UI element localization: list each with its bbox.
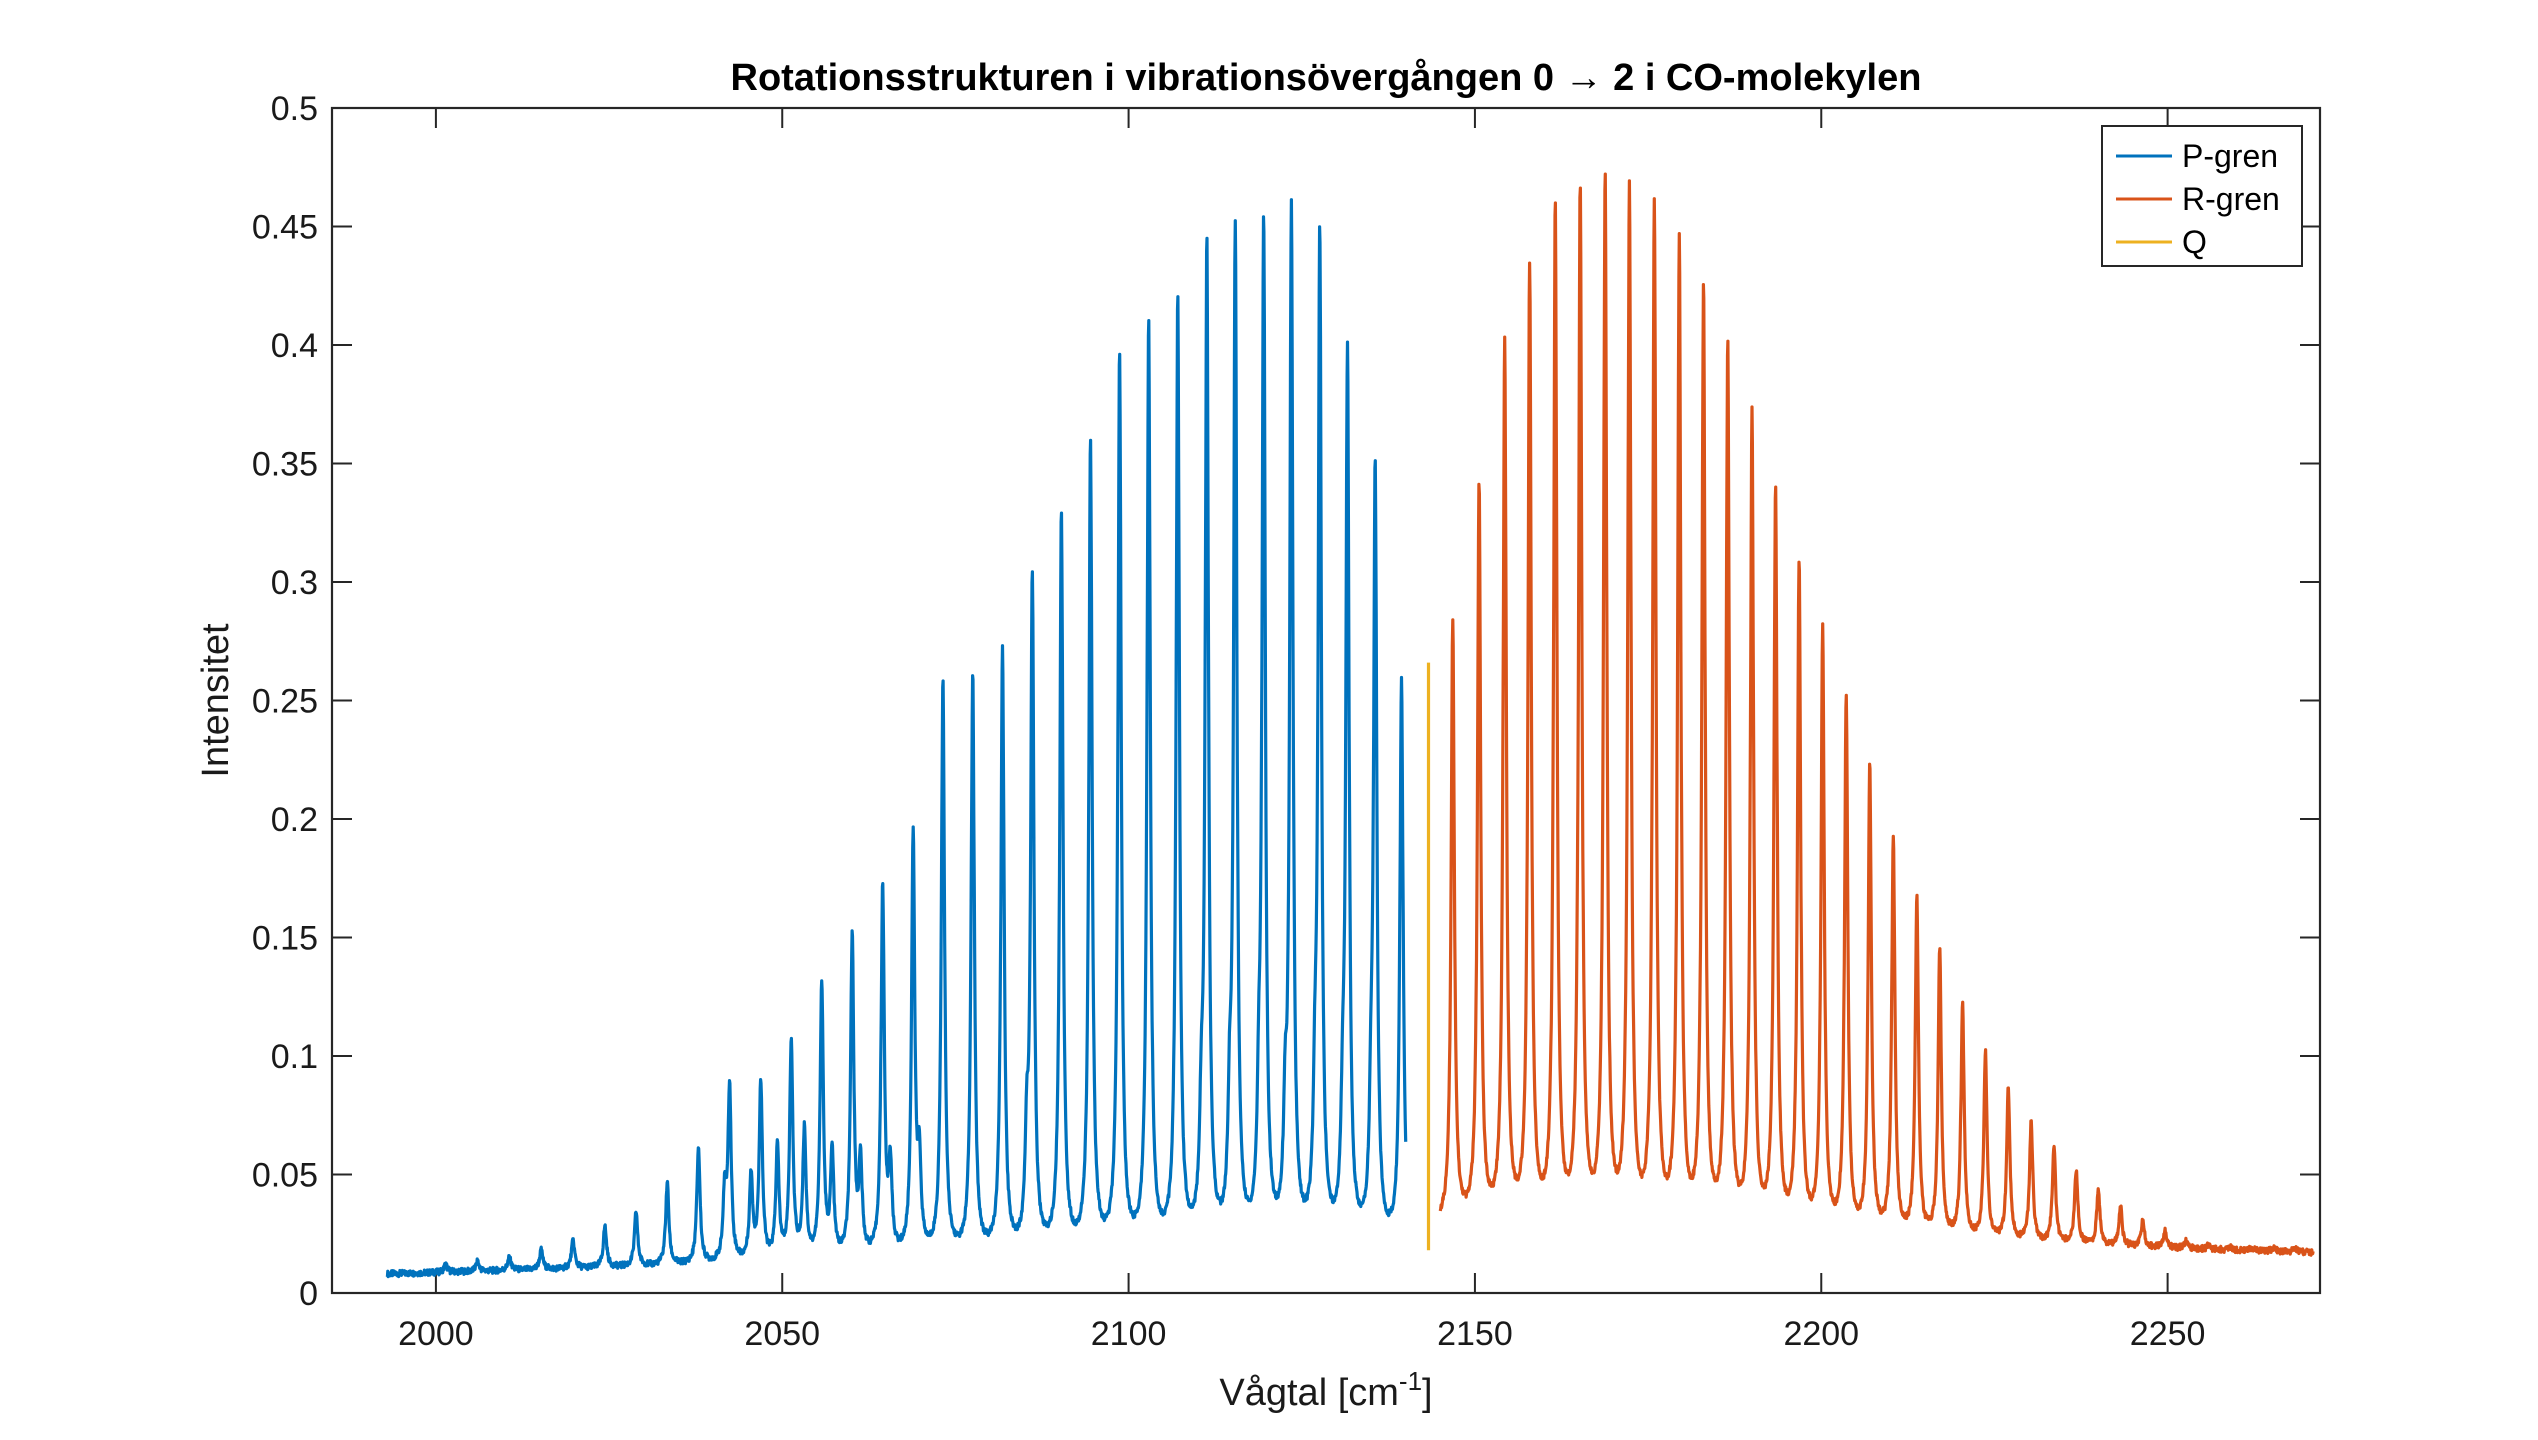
- y-tick-label: 0.4: [271, 327, 318, 365]
- legend-label-r-gren: R-gren: [2182, 181, 2280, 217]
- y-axis-title: Intensitet: [195, 623, 237, 778]
- y-tick-label: 0.5: [271, 90, 318, 128]
- y-tick-label: 0.35: [252, 446, 318, 484]
- y-tick-label: 0.15: [252, 920, 318, 958]
- plot-frame: [330, 106, 2322, 1295]
- y-tick-label: 0: [299, 1275, 318, 1313]
- y-axis: 0 0.05 0.1 0.15 0.2 0.25 0.3 0.35 0.4 0.45 0.5: [252, 90, 2320, 1313]
- y-tick-label: 0.3: [271, 564, 318, 602]
- x-tick-label: 2200: [1783, 1315, 1859, 1353]
- x-axis-title-superscript: -1: [1399, 1366, 1422, 1396]
- x-tick-label: 2150: [1437, 1315, 1513, 1353]
- legend-label-p-gren: P-gren: [2182, 138, 2278, 174]
- x-tick-label: 2100: [1091, 1315, 1167, 1353]
- y-tick-label: 0.45: [252, 209, 318, 247]
- x-tick-label: 2250: [2130, 1315, 2206, 1353]
- series-r-gren-line: [1438, 172, 2315, 1257]
- y-tick-label: 0.1: [271, 1038, 318, 1076]
- legend-label-q: Q: [2182, 224, 2207, 260]
- series-p-gren-line: [385, 198, 1408, 1279]
- chart-title: Rotationsstrukturen i vibrationsövergång…: [731, 57, 1922, 99]
- y-tick-label: 0.25: [252, 683, 318, 721]
- x-axis-title-main: Vågtal [cm: [1219, 1372, 1399, 1414]
- x-axis-title: Vågtal [cm-1]: [1219, 1366, 1432, 1414]
- y-tick-label: 0.2: [271, 801, 318, 839]
- x-axis-title-end: ]: [1422, 1372, 1433, 1414]
- y-tick-label: 0.05: [252, 1157, 318, 1195]
- x-axis: 2000 2050 2100 2150 2200 2250: [398, 108, 2205, 1353]
- x-tick-label: 2050: [744, 1315, 820, 1353]
- legend-box: [2101, 125, 2303, 267]
- series-layer: [385, 172, 2315, 1279]
- legend: P-gren R-gren Q: [2101, 125, 2303, 267]
- x-tick-label: 2000: [398, 1315, 474, 1353]
